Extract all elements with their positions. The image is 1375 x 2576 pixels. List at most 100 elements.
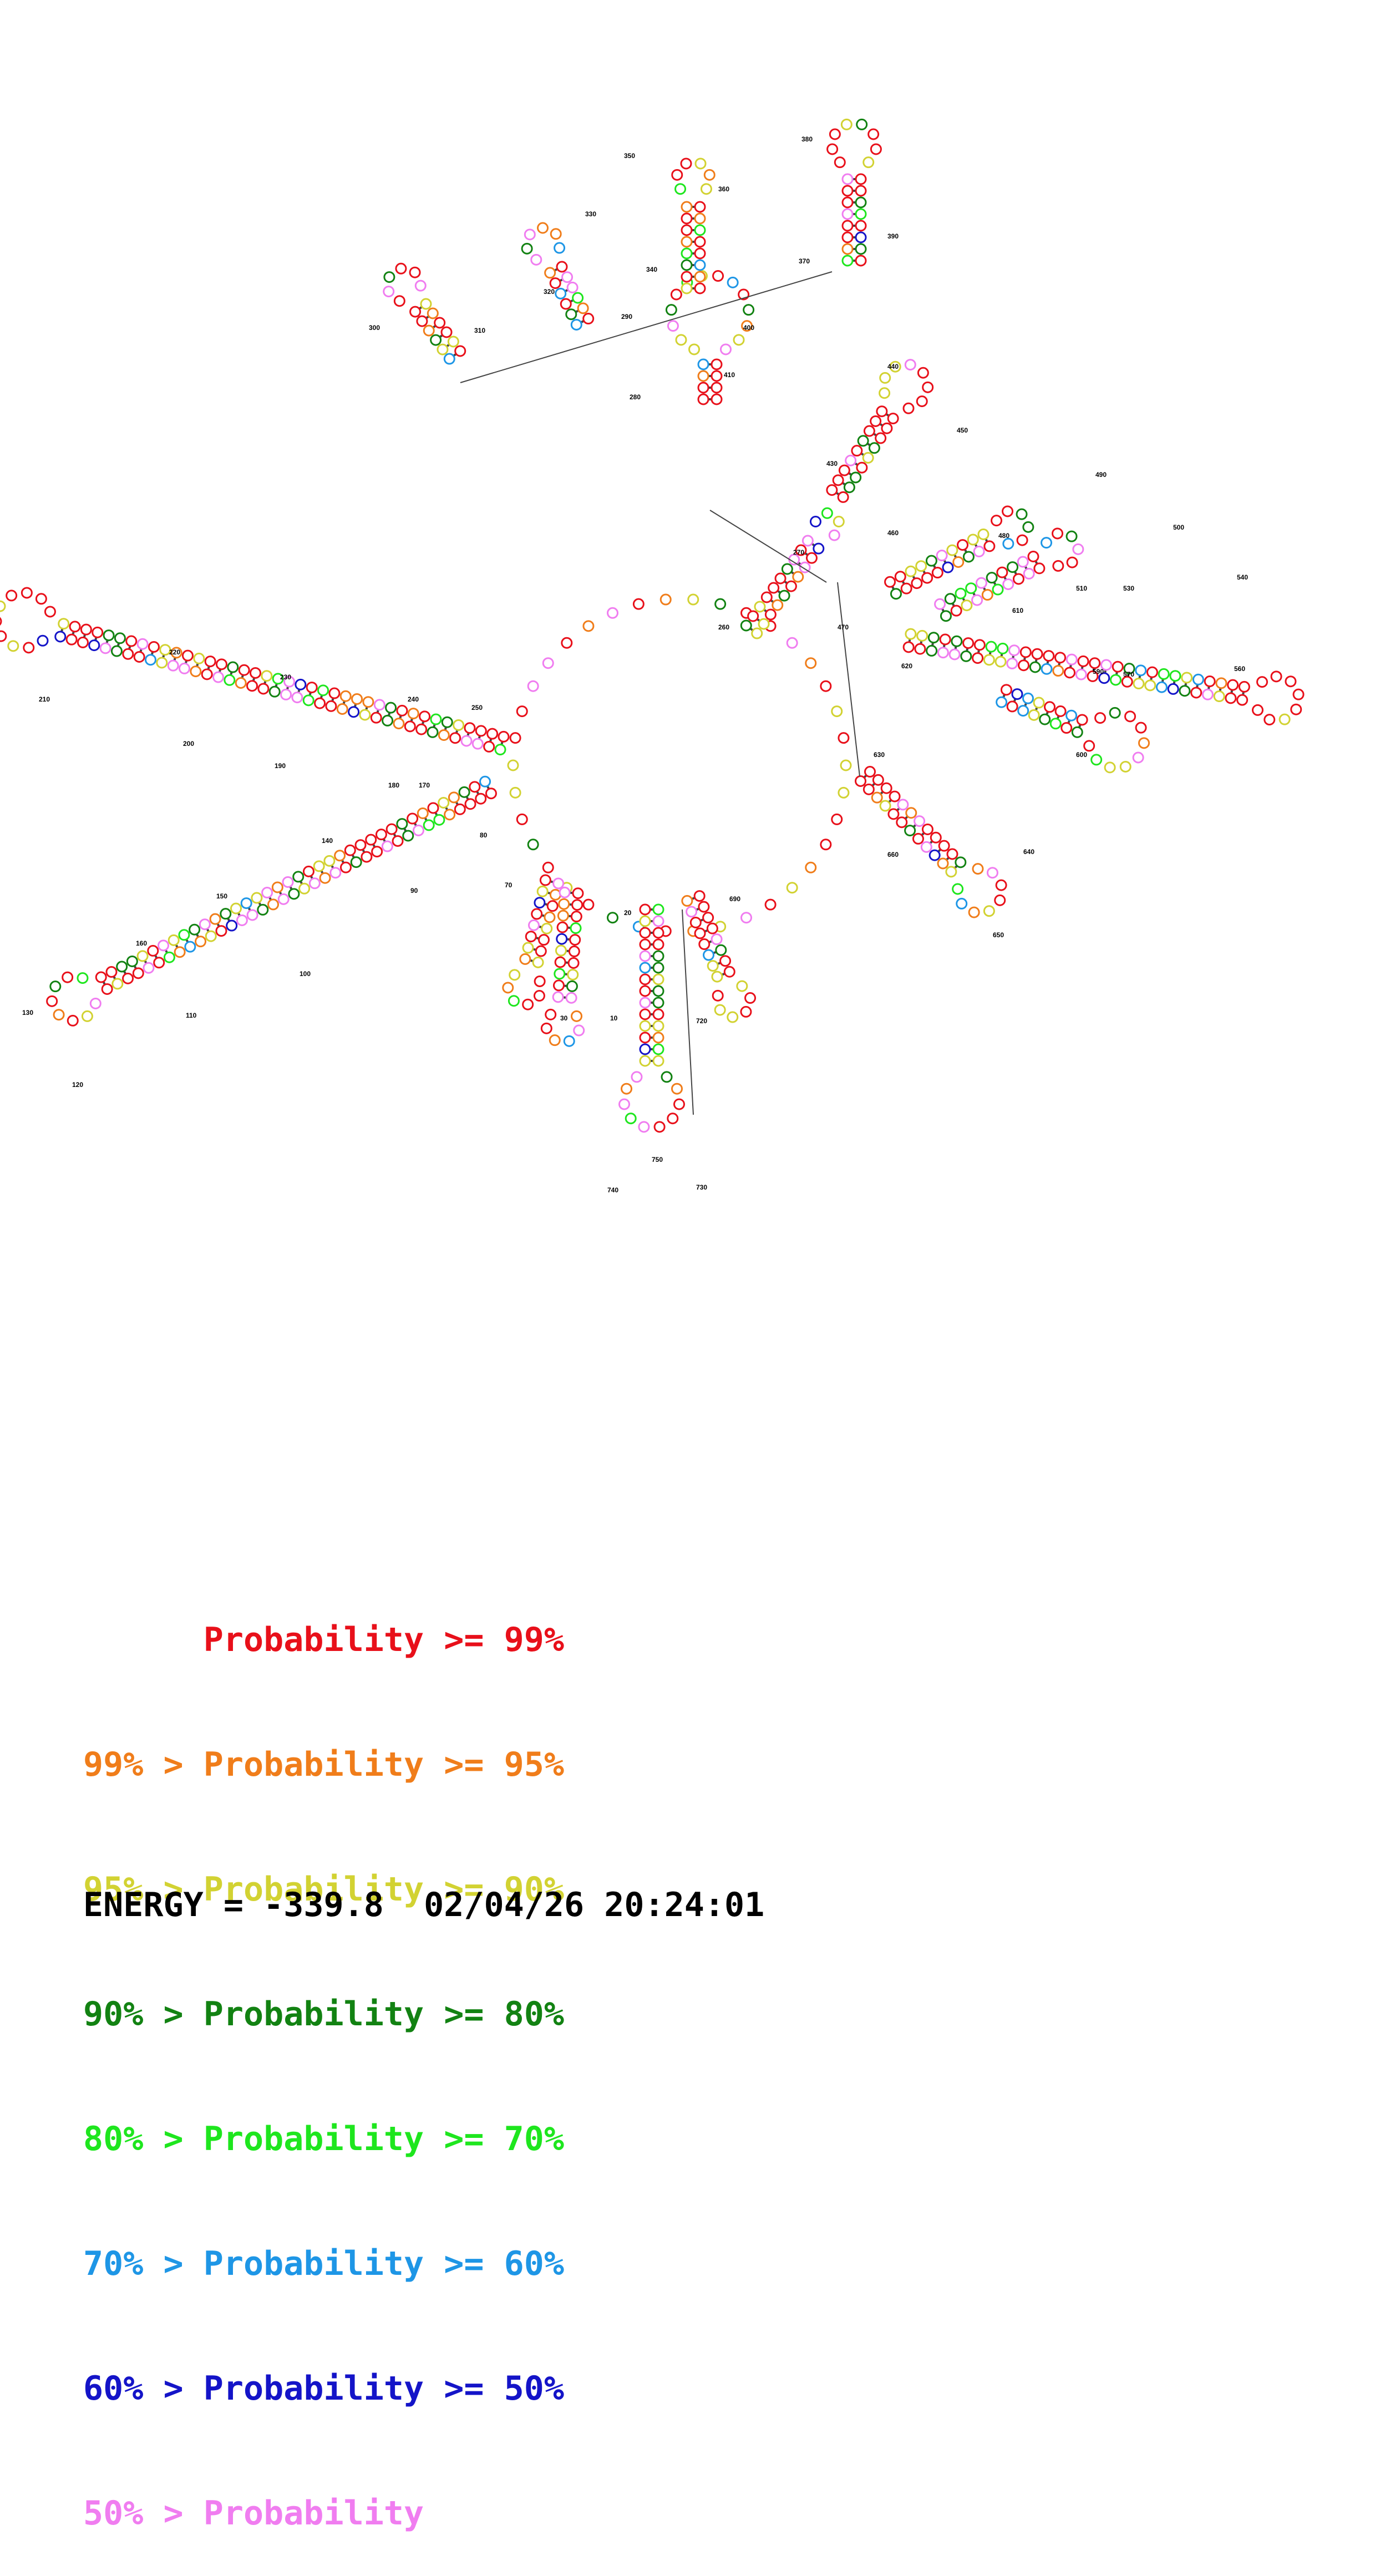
- nucleotide: [945, 866, 957, 878]
- position-label: 10: [610, 1014, 618, 1022]
- nucleotide: [786, 637, 798, 649]
- nucleotide: [902, 402, 915, 414]
- nucleotide: [1215, 677, 1227, 689]
- nucleotide: [711, 933, 723, 946]
- nucleotide: [639, 1055, 651, 1067]
- nucleotide: [743, 304, 755, 316]
- nucleotide: [89, 997, 102, 1009]
- position-label: 490: [1095, 471, 1107, 479]
- nucleotide: [464, 722, 476, 734]
- nucleotide: [1181, 672, 1193, 684]
- nucleotide: [618, 1098, 631, 1110]
- nucleotide: [914, 815, 926, 827]
- nucleotide: [240, 897, 252, 910]
- nucleotide: [841, 208, 854, 220]
- position-label: 280: [630, 393, 641, 401]
- nucleotide: [570, 911, 582, 923]
- nucleotide: [549, 277, 561, 289]
- nucleotide: [639, 985, 651, 997]
- nucleotide: [805, 657, 817, 669]
- nucleotide: [931, 567, 943, 579]
- nucleotide: [516, 705, 528, 718]
- nucleotide: [843, 481, 855, 494]
- nucleotide: [565, 308, 577, 321]
- position-label: 630: [874, 751, 885, 759]
- nucleotide: [420, 298, 432, 310]
- nucleotide: [582, 313, 595, 325]
- nucleotide: [163, 951, 175, 963]
- nucleotide: [671, 169, 683, 181]
- nucleotide: [573, 1024, 585, 1037]
- nucleotide: [983, 905, 995, 917]
- nucleotide: [855, 173, 867, 185]
- nucleotide: [533, 990, 545, 1002]
- nucleotide: [370, 712, 382, 724]
- nucleotide: [541, 922, 553, 934]
- position-label: 300: [369, 324, 380, 332]
- nucleotide: [661, 1071, 673, 1083]
- nucleotide: [423, 324, 435, 337]
- nucleotide: [1052, 665, 1064, 677]
- nucleotide: [122, 648, 134, 660]
- nucleotide: [1290, 703, 1302, 715]
- nucleotide: [559, 886, 571, 898]
- nucleotide: [251, 892, 263, 904]
- legend-row-95: 99% > Probability >= 95%: [83, 1744, 564, 1786]
- nucleotide: [934, 598, 946, 610]
- nucleotide: [689, 916, 702, 928]
- nucleotide: [774, 572, 787, 585]
- nucleotide: [820, 839, 832, 851]
- nucleotide: [560, 298, 572, 310]
- nucleotide: [153, 957, 165, 969]
- nucleotide: [105, 966, 118, 978]
- nucleotide: [570, 922, 582, 934]
- nucleotide: [571, 899, 584, 911]
- nucleotide: [168, 934, 180, 946]
- nucleotide: [921, 572, 933, 584]
- position-label: 240: [408, 695, 419, 703]
- nucleotide: [454, 803, 466, 815]
- nucleotide: [936, 550, 948, 562]
- nucleotide: [867, 128, 880, 140]
- nucleotide: [821, 507, 833, 519]
- nucleotide: [702, 949, 714, 961]
- nucleotide: [639, 1008, 651, 1020]
- nucleotide: [111, 978, 124, 990]
- nucleotide: [785, 580, 797, 592]
- nucleotide: [1077, 655, 1089, 667]
- nucleotide: [673, 1098, 685, 1110]
- position-label: 230: [280, 673, 291, 681]
- nucleotide: [681, 247, 693, 260]
- nucleotide: [1135, 664, 1147, 677]
- nucleotide: [697, 393, 709, 405]
- nucleotide: [694, 927, 706, 939]
- backbone: [837, 582, 860, 777]
- nucleotide: [826, 143, 839, 155]
- nucleotide: [631, 1071, 643, 1083]
- energy-footer: ENERGY = -339.8 02/04/26 20:24:01: [83, 1886, 764, 1924]
- nucleotide: [328, 687, 341, 699]
- nucleotide: [417, 807, 429, 820]
- nucleotide: [897, 799, 909, 811]
- position-label: 270: [793, 548, 804, 556]
- nucleotide: [1192, 673, 1204, 685]
- nucleotide: [572, 887, 584, 900]
- legend-row-below-50: 50% > Probability: [83, 2493, 564, 2534]
- nucleotide: [1011, 688, 1023, 700]
- nucleotide: [1071, 726, 1083, 738]
- nucleotide: [1109, 707, 1121, 719]
- nucleotide: [344, 844, 356, 856]
- nucleotide: [870, 143, 882, 155]
- nucleotide: [181, 649, 194, 662]
- nucleotide: [23, 642, 35, 654]
- nucleotide: [516, 813, 528, 825]
- nucleotide: [946, 544, 958, 556]
- nucleotide: [393, 295, 405, 307]
- nucleotide: [132, 967, 144, 979]
- nucleotide: [992, 583, 1004, 596]
- nucleotide: [1017, 556, 1029, 568]
- nucleotide: [427, 802, 439, 814]
- nucleotide: [805, 552, 818, 564]
- nucleotide: [887, 413, 899, 425]
- nucleotide: [955, 856, 967, 868]
